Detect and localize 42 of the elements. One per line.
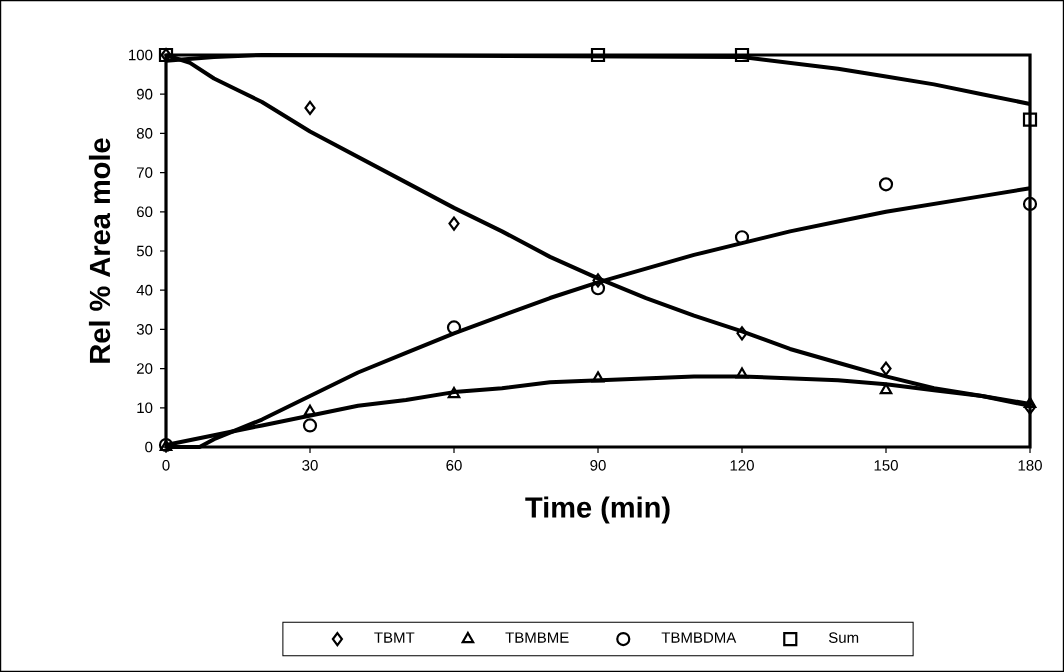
y-tick-label: 100 [129, 49, 153, 61]
point [304, 100, 316, 116]
point [1022, 196, 1038, 212]
point [446, 320, 462, 335]
legend-label: TBMBDMA [661, 632, 737, 643]
point [880, 361, 892, 376]
y-tick-label: 40 [136, 284, 153, 296]
point [878, 177, 894, 192]
y-tick-label: 50 [136, 245, 153, 257]
point [879, 383, 893, 395]
x-tick-label: 120 [730, 460, 754, 471]
y-tick-label: 30 [136, 324, 153, 335]
x-tick-label: 60 [446, 460, 462, 471]
point [447, 386, 461, 399]
y-tick-label: 20 [137, 363, 153, 374]
y-tick-label: 70 [137, 167, 153, 178]
point [303, 404, 317, 416]
point [735, 367, 749, 379]
point [591, 371, 605, 383]
point [590, 47, 606, 63]
y-tick-label: 80 [136, 128, 153, 139]
point [734, 230, 750, 245]
y-tick-label: 60 [137, 206, 153, 218]
x-tick-label: 150 [874, 460, 898, 471]
y-axis-title: Rel % Area mole [88, 138, 111, 363]
x-tick-label: 90 [590, 460, 606, 471]
y-tick-label: 0 [145, 441, 153, 453]
legend-label: Sum [828, 632, 859, 643]
y-tick-label: 90 [136, 88, 153, 100]
point [302, 418, 318, 433]
point [736, 326, 748, 341]
point [1022, 112, 1038, 127]
y-tick-label: 10 [137, 402, 153, 414]
point [590, 281, 606, 296]
legend-label: TBMT [374, 632, 415, 643]
x-tick-label: 0 [162, 460, 170, 471]
legend-label: TBMBME [505, 632, 569, 643]
point [734, 47, 750, 63]
point [448, 216, 460, 231]
x-axis-title: Time (min) [525, 496, 670, 524]
x-tick-label: 30 [302, 460, 318, 471]
x-tick-label: 180 [1018, 460, 1042, 471]
